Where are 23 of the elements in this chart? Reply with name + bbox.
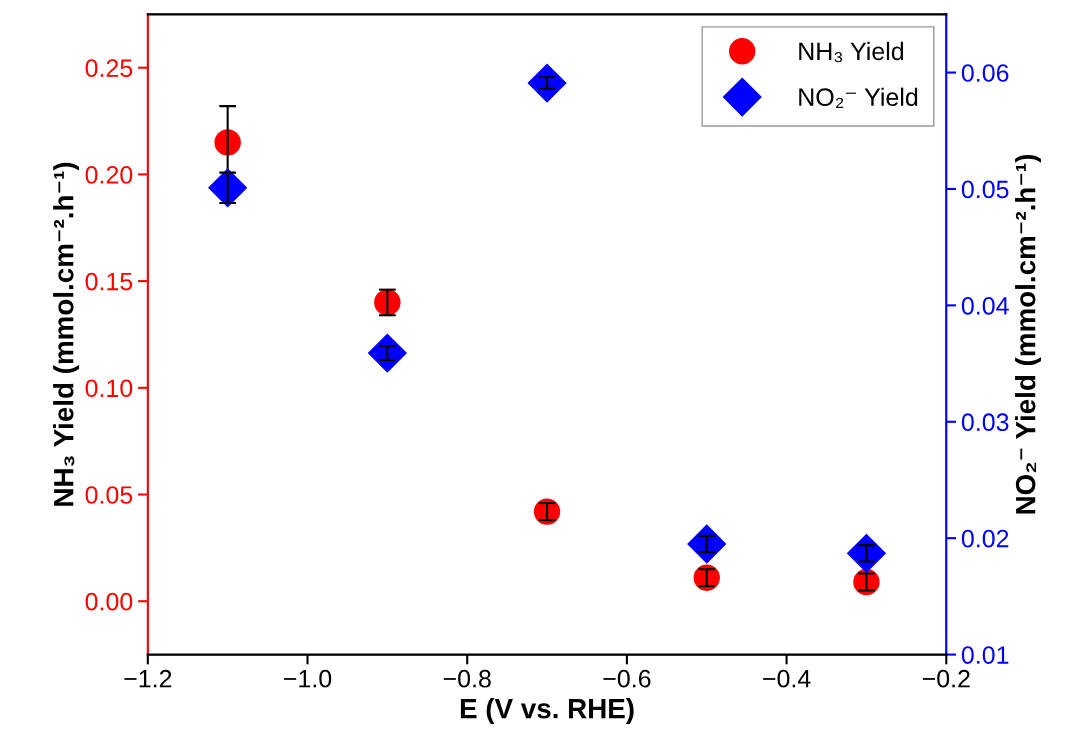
y-tick-label: 0.00 — [85, 592, 133, 611]
x-tick-label: −0.8 — [443, 669, 491, 688]
y-tick-label: 0.20 — [85, 166, 133, 184]
legend-label: NO₂⁻ Yield — [799, 87, 918, 108]
y-tick-label: 0.15 — [85, 272, 133, 291]
x-tick-label: −0.6 — [603, 669, 651, 688]
y-axis-title: NH₃ Yield (mmol.cm⁻².h⁻¹) — [53, 162, 80, 506]
y2-tick-label: 0.03 — [961, 413, 1009, 432]
y2-tick-label: 0.04 — [961, 296, 1009, 315]
x-tick-label: −1.0 — [284, 669, 332, 688]
y2-tick-label: 0.06 — [961, 64, 1009, 82]
y2-tick-label: 0.05 — [961, 180, 1009, 199]
x-tick-label: −0.4 — [763, 669, 811, 688]
y2-tick-label: 0.01 — [961, 646, 1009, 664]
y2-axis-title: NO₂⁻ Yield (mmol.cm⁻².h⁻¹) — [1015, 154, 1041, 514]
y-tick-label: 0.10 — [85, 379, 133, 398]
x-tick-label: −0.2 — [922, 669, 970, 688]
y-tick-label: 0.25 — [85, 59, 133, 77]
y-tick-label: 0.05 — [85, 486, 133, 504]
x-axis-title: E (V vs. RHE) — [460, 698, 634, 724]
legend-label: NH₃ Yield — [799, 41, 904, 63]
x-tick-label: −1.2 — [124, 669, 172, 688]
y2-tick-label: 0.02 — [961, 529, 1009, 548]
